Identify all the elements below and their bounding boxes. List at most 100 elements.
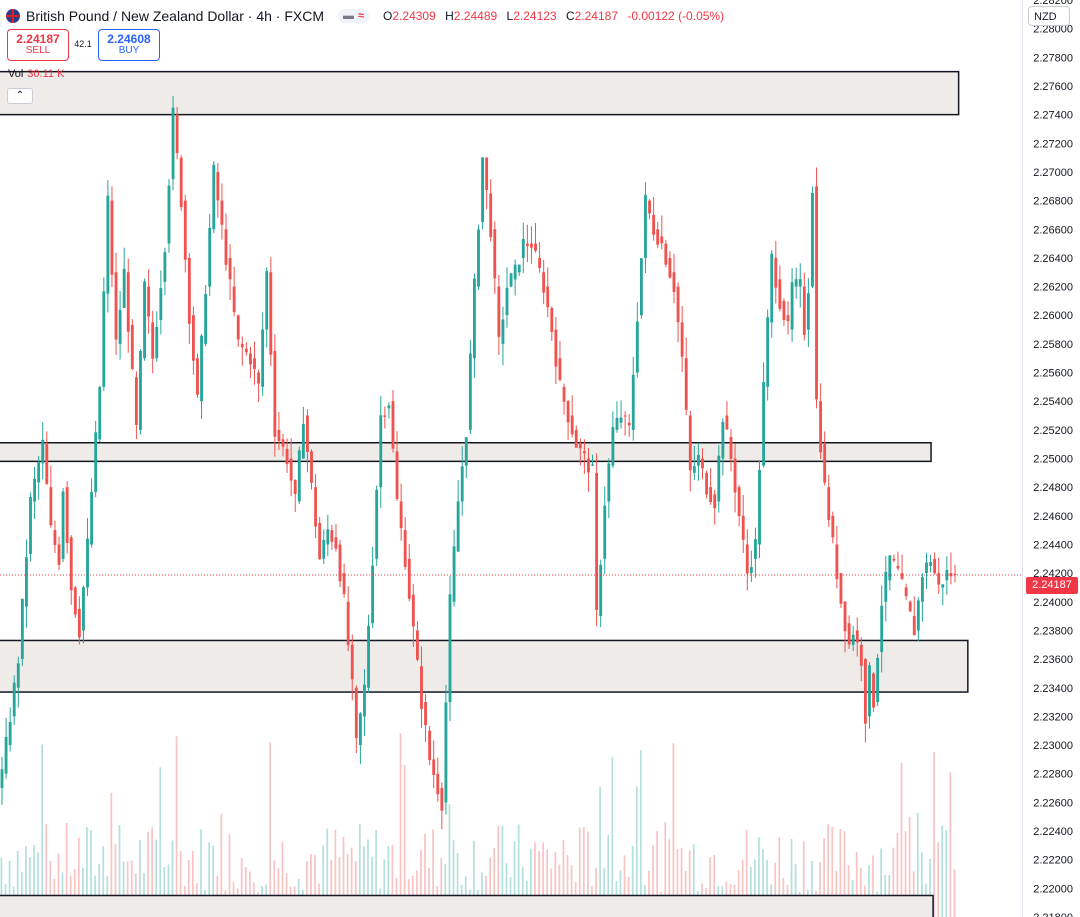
candle-body	[627, 422, 631, 426]
volume-bar	[823, 838, 825, 917]
candle	[452, 529, 456, 607]
candle-body	[436, 773, 440, 795]
currency-selector[interactable]: NZD	[1028, 6, 1070, 26]
close-label: C	[565, 9, 575, 23]
candle-body	[908, 601, 912, 612]
candle	[692, 445, 696, 480]
candle	[509, 272, 513, 288]
candle	[863, 657, 867, 743]
candle	[175, 107, 179, 160]
candle	[8, 707, 12, 752]
candle-body	[208, 227, 212, 287]
candle	[566, 399, 570, 440]
volume-bar	[497, 825, 500, 917]
candle-body	[684, 358, 688, 410]
collapse-legend-button[interactable]: ⌃	[7, 88, 33, 104]
candle	[114, 252, 118, 356]
volume-bar	[310, 854, 312, 917]
candle-body	[358, 713, 362, 746]
volume-bar	[399, 733, 402, 917]
volume-bar	[908, 816, 911, 917]
price-tick-label: 2.27800	[1033, 52, 1073, 64]
candle	[297, 446, 301, 505]
volume-bar	[346, 853, 349, 917]
candle-body	[843, 601, 847, 632]
candle	[916, 597, 920, 642]
volume-bar	[493, 848, 496, 917]
candle-body	[147, 286, 151, 317]
candle	[436, 757, 440, 802]
candle-body	[151, 322, 155, 359]
candle	[485, 157, 489, 210]
candle-body	[953, 573, 957, 575]
candle	[310, 449, 313, 490]
candle-body	[721, 421, 725, 459]
volume-bar	[306, 861, 308, 917]
candle-body	[53, 530, 57, 545]
symbol-title[interactable]: British Pound / New Zealand Dollar · 4h …	[26, 8, 324, 24]
candle-body	[884, 571, 888, 602]
volume-bar	[566, 855, 569, 917]
price-tick-label: 2.22800	[1033, 769, 1073, 781]
candle-body	[639, 258, 643, 316]
candle	[61, 488, 65, 562]
candle	[25, 539, 28, 628]
candle	[505, 267, 509, 328]
price-tick-label: 2.22200	[1033, 855, 1073, 867]
candle	[12, 675, 16, 725]
candle-body	[473, 278, 476, 359]
candle-body	[126, 272, 130, 332]
candle-body	[86, 538, 89, 588]
volume-bar	[802, 841, 805, 917]
volume-bar	[163, 866, 166, 917]
price-tick-label: 2.22600	[1033, 797, 1073, 809]
candle	[110, 186, 114, 288]
sell-button[interactable]: 2.24187 SELL	[7, 29, 69, 61]
price-tick-label: 2.26200	[1033, 282, 1073, 294]
candle	[49, 465, 53, 528]
candle	[758, 460, 761, 559]
candle	[379, 395, 383, 508]
candle	[880, 585, 884, 673]
volume-bar	[448, 804, 451, 917]
volume-bar	[277, 868, 280, 917]
candle	[945, 556, 949, 595]
candle	[82, 585, 85, 644]
indicator-pill[interactable]: ▬ ≈	[338, 9, 370, 23]
volume-bar	[61, 872, 64, 917]
candle-body	[228, 257, 232, 280]
candle-body	[644, 194, 647, 258]
candle-body	[216, 171, 220, 201]
candle-body	[134, 377, 138, 425]
candle	[334, 523, 338, 552]
candle	[827, 474, 831, 527]
candle	[118, 291, 122, 360]
wave-icon: ≈	[358, 10, 365, 22]
candle	[530, 226, 533, 264]
candle	[232, 266, 236, 317]
candle	[468, 339, 472, 434]
volume-bar	[73, 868, 76, 917]
volume-bar	[363, 846, 365, 917]
candle-body	[232, 286, 236, 313]
candle	[481, 157, 484, 230]
candle-body	[876, 657, 880, 703]
candle	[762, 362, 766, 468]
price-axis[interactable]: 2.28200 2.28000 2.27800 2.27600 2.27400 2.272…	[1023, 0, 1080, 917]
volume-legend[interactable]: Vol 30.11 K	[8, 68, 64, 80]
candle	[314, 473, 318, 539]
candle-body	[949, 573, 953, 577]
candle	[350, 634, 354, 701]
candle	[122, 247, 126, 309]
candle-body	[933, 558, 937, 574]
candle	[729, 429, 733, 472]
candle-body	[725, 415, 729, 430]
gbp-nzd-flag-icon	[6, 9, 20, 23]
buy-button[interactable]: 2.24608 BUY	[98, 29, 160, 61]
candle-body	[688, 415, 692, 471]
candle	[582, 439, 586, 474]
candle-body	[415, 630, 419, 660]
price-tick-label: 2.26000	[1033, 310, 1073, 322]
candle	[37, 455, 41, 500]
